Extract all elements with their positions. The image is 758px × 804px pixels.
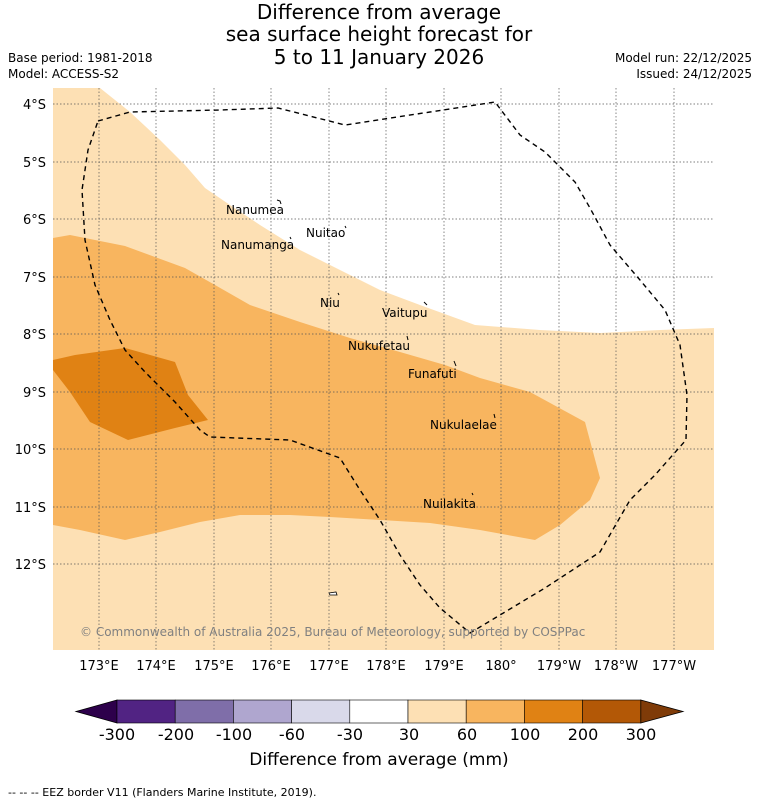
colorbar — [74, 699, 685, 724]
colorbar-tick: -100 — [215, 725, 253, 744]
lon-label: 177°E — [309, 659, 349, 674]
colorbar-segment — [582, 699, 642, 724]
title-line-2: sea surface height forecast for — [225, 22, 533, 46]
lat-label: 8°S — [23, 328, 46, 343]
lat-label: 9°S — [23, 386, 46, 401]
colorbar-tick: 300 — [625, 725, 657, 744]
lat-label: 10°S — [15, 443, 46, 458]
colorbar-extend-low — [74, 699, 118, 724]
colorbar-tick: 60 — [456, 725, 478, 744]
lon-label: 177°W — [652, 659, 696, 674]
colorbar-tick: 200 — [567, 725, 599, 744]
colorbar-segment — [465, 699, 525, 724]
lat-label: 5°S — [23, 156, 46, 171]
colorbar-segment — [349, 699, 409, 724]
colorbar-tick: -30 — [336, 725, 364, 744]
base-period: Base period: 1981-2018 — [8, 51, 153, 65]
lon-label: 178°W — [594, 659, 638, 674]
place-label-nanumea: Nanumea — [226, 203, 284, 217]
lon-label: 178°E — [366, 659, 406, 674]
islet-shape — [328, 591, 338, 596]
place-label-funafuti: Funafuti — [408, 367, 457, 381]
lon-label: 179°E — [424, 659, 464, 674]
place-label-nukufetau: Nukufetau — [348, 339, 410, 353]
lat-label: 4°S — [23, 98, 46, 113]
place-label-nuilakita: Nuilakita — [423, 497, 476, 511]
model-name: Model: ACCESS-S2 — [8, 67, 120, 81]
lat-label: 12°S — [15, 558, 46, 573]
place-label-nuitao: Nuitao — [306, 226, 345, 240]
colorbar-segment — [116, 699, 176, 724]
title-line-1: Difference from average — [256, 0, 502, 24]
eez-legend-note: -- -- -- EEZ border V11 (Flanders Marine… — [8, 786, 317, 799]
map-area — [53, 88, 714, 650]
colorbar-tick: -60 — [278, 725, 306, 744]
lat-label: 11°S — [15, 501, 46, 516]
lat-label: 6°S — [23, 213, 46, 228]
place-label-nanumanga: Nanumanga — [221, 238, 294, 252]
lon-label: 173°E — [79, 659, 119, 674]
colorbar-tick: 30 — [398, 725, 420, 744]
lon-label: 175°E — [194, 659, 234, 674]
issued-date: Issued: 24/12/2025 — [636, 67, 752, 81]
colorbar-tick: 100 — [509, 725, 541, 744]
colorbar-segment — [291, 699, 351, 724]
colorbar-extend-high — [640, 699, 685, 724]
place-label-niu: Niu — [320, 296, 340, 310]
colorbar-tick: -300 — [98, 725, 136, 744]
gridlines — [53, 88, 714, 650]
model-run: Model run: 22/12/2025 — [614, 51, 752, 65]
colorbar-segment — [233, 699, 292, 724]
lat-label: 7°S — [23, 271, 46, 286]
lon-label: 180° — [485, 659, 516, 674]
colorbar-label: Difference from average (mm) — [249, 750, 509, 770]
place-label-nukulaelae: Nukulaelae — [430, 418, 497, 432]
eez-border — [81, 101, 688, 634]
colorbar-tick: -200 — [157, 725, 195, 744]
colorbar-segment — [174, 699, 234, 724]
anomaly-contour-60-100 — [53, 235, 600, 540]
lon-label: 174°E — [136, 659, 176, 674]
colorbar-segment — [524, 699, 583, 724]
anomaly-contour-100-200 — [53, 348, 208, 440]
place-label-vaitupu: Vaitupu — [382, 306, 428, 320]
lon-label: 179°W — [537, 659, 581, 674]
lon-label: 176°E — [251, 659, 291, 674]
copyright-notice: © Commonwealth of Australia 2025, Bureau… — [80, 625, 585, 639]
colorbar-segment — [407, 699, 467, 724]
title-line-3: 5 to 11 January 2026 — [273, 45, 485, 69]
island-markers — [276, 199, 496, 496]
